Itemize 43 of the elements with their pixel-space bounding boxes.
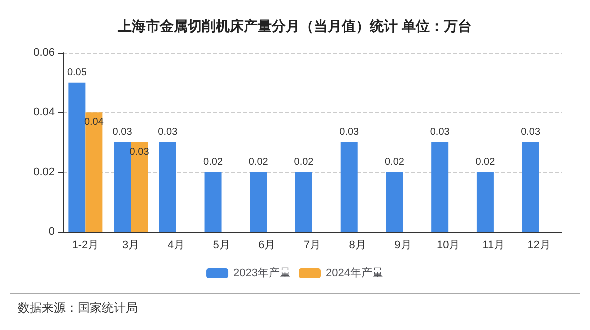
data-label: 0.02 [384, 156, 405, 168]
data-label: 0.03 [340, 127, 360, 138]
bar [340, 142, 358, 232]
data-label: 0.03 [112, 127, 133, 138]
x-tick-label: 11月 [482, 240, 506, 252]
bar [159, 142, 176, 232]
data-label: 0.05 [67, 67, 88, 78]
y-tick-label: 0 [48, 226, 55, 238]
bar [432, 142, 449, 232]
x-tick-label: 6月 [258, 240, 276, 252]
bar [476, 172, 494, 232]
legend-label: 2024年产量 [326, 266, 384, 280]
data-label: 0.02 [204, 156, 224, 168]
legend-label: 2023年产量 [234, 266, 292, 280]
x-tick-label: 7月 [304, 240, 322, 252]
bar [250, 172, 268, 232]
x-tick-label: 1-2月 [72, 240, 100, 252]
bar [68, 82, 86, 232]
data-label: 0.03 [430, 127, 450, 138]
data-label: 0.02 [248, 156, 269, 168]
bar [522, 142, 540, 232]
source-note: 数据来源：国家统计局 [18, 301, 138, 315]
data-label: 0.03 [158, 127, 178, 138]
x-tick-label: 4月 [168, 240, 185, 252]
bar [131, 142, 148, 232]
bar [386, 172, 404, 232]
bar [296, 172, 312, 232]
x-tick-label: 5月 [213, 240, 230, 252]
y-tick-label: 0.02 [34, 166, 55, 178]
y-tick-label: 0.06 [34, 47, 55, 59]
chart-title: 上海市金属切削机床产量分月（当月值）统计 单位：万台 [117, 18, 472, 34]
x-tick-label: 8月 [349, 240, 366, 252]
bar [86, 112, 103, 232]
x-tick-label: 9月 [394, 240, 412, 252]
x-tick-label: 12月 [528, 240, 551, 252]
x-tick-label: 3月 [122, 240, 140, 252]
data-label: 0.02 [476, 156, 496, 168]
data-label: 0.03 [521, 127, 541, 138]
data-label: 0.02 [294, 156, 314, 168]
bar [204, 172, 222, 232]
y-tick-label: 0.04 [34, 106, 55, 119]
bar [114, 142, 132, 232]
x-tick-label: 10月 [436, 240, 460, 252]
